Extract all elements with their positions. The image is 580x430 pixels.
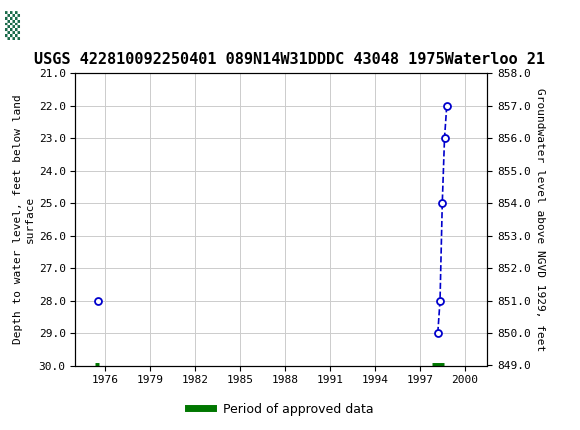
- Y-axis label: Groundwater level above NGVD 1929, feet: Groundwater level above NGVD 1929, feet: [535, 88, 545, 351]
- Text: USGS: USGS: [26, 17, 81, 35]
- Legend: Period of approved data: Period of approved data: [183, 398, 379, 421]
- Text: ▒: ▒: [5, 11, 20, 40]
- Text: USGS 422810092250401 089N14W31DDDC 43048 1975Waterloo 21: USGS 422810092250401 089N14W31DDDC 43048…: [34, 52, 546, 67]
- Y-axis label: Depth to water level, feet below land
surface: Depth to water level, feet below land su…: [13, 95, 35, 344]
- FancyBboxPatch shape: [3, 4, 72, 47]
